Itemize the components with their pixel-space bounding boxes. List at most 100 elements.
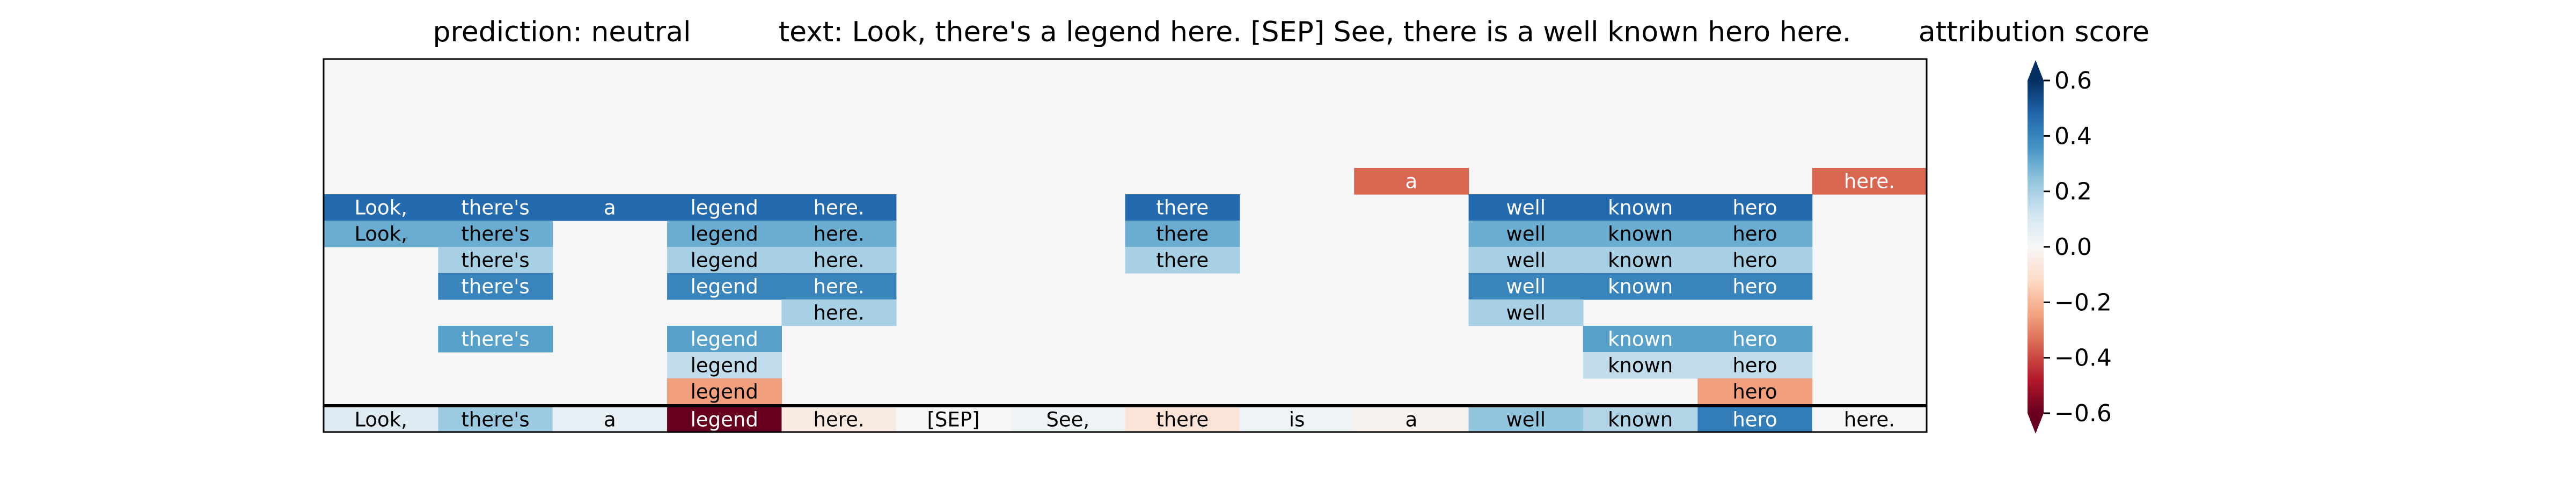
attribution-label: Look, bbox=[354, 223, 407, 246]
attribution-cell bbox=[667, 194, 782, 221]
attribution-label: here. bbox=[814, 249, 865, 272]
attribution-cell bbox=[1468, 299, 1584, 326]
token-label: here. bbox=[814, 408, 865, 431]
attribution-cell bbox=[438, 221, 553, 247]
attribution-cell bbox=[1583, 273, 1698, 300]
attribution-cell bbox=[1697, 194, 1813, 221]
attribution-cell bbox=[667, 326, 782, 353]
attribution-label: there's bbox=[461, 223, 529, 246]
attribution-label: here. bbox=[1844, 170, 1895, 193]
attribution-cell bbox=[1583, 221, 1698, 247]
token-label: here. bbox=[1844, 408, 1895, 431]
attribution-label: known bbox=[1608, 328, 1673, 351]
prediction-label: prediction: neutral bbox=[433, 16, 691, 48]
attribution-cell bbox=[1812, 168, 1927, 195]
attribution-cell bbox=[438, 194, 553, 221]
attribution-label: hero bbox=[1732, 328, 1777, 351]
colorbar-tick-label: 0.4 bbox=[2054, 122, 2092, 150]
attribution-label: hero bbox=[1732, 275, 1777, 298]
attribution-label: legend bbox=[691, 380, 758, 404]
attribution-cell bbox=[781, 221, 897, 247]
attribution-cell bbox=[324, 221, 438, 247]
token-cell bbox=[324, 406, 438, 433]
token-label: is bbox=[1289, 408, 1305, 431]
token-label: a bbox=[1406, 408, 1418, 431]
attribution-label: known bbox=[1608, 196, 1673, 219]
colorbar-extend-max bbox=[2028, 60, 2044, 80]
colorbar-tick-label: 0.6 bbox=[2054, 67, 2092, 94]
attribution-label: well bbox=[1506, 275, 1546, 298]
attribution-cell bbox=[1697, 352, 1813, 379]
token-cell bbox=[781, 406, 897, 433]
attribution-cell bbox=[1583, 194, 1698, 221]
attribution-cell bbox=[1697, 273, 1813, 300]
token-cell bbox=[438, 406, 553, 433]
attribution-cell bbox=[1468, 221, 1584, 247]
attribution-label: known bbox=[1608, 354, 1673, 377]
token-cell bbox=[1812, 406, 1927, 433]
colorbar: 0.6 0.4 0.2 0.0 −0.2 −0.4 −0.6 bbox=[2028, 60, 2112, 434]
token-cell bbox=[1239, 406, 1355, 433]
attribution-cell bbox=[1125, 221, 1240, 247]
token-label: Look, bbox=[354, 408, 407, 431]
attribution-cell bbox=[1468, 273, 1584, 300]
token-label: well bbox=[1506, 408, 1546, 431]
attribution-label: a bbox=[1406, 170, 1418, 193]
input-text-label: text: Look, there's a legend here. [SEP]… bbox=[779, 16, 1851, 48]
attribution-label: legend bbox=[691, 223, 758, 246]
colorbar-title: attribution score bbox=[1919, 16, 2149, 48]
attribution-label: well bbox=[1506, 249, 1546, 272]
attribution-label: known bbox=[1608, 249, 1673, 272]
token-cell bbox=[1125, 406, 1240, 433]
attribution-cell bbox=[1697, 247, 1813, 274]
token-label: hero bbox=[1732, 408, 1777, 431]
attribution-label: there bbox=[1156, 223, 1209, 246]
colorbar-extend-min bbox=[2028, 413, 2044, 434]
plot-frame bbox=[323, 58, 1928, 433]
attribution-cell bbox=[781, 194, 897, 221]
attribution-cell bbox=[667, 221, 782, 247]
token-cell bbox=[896, 406, 1011, 433]
token-cell bbox=[552, 406, 668, 433]
attribution-cell bbox=[1125, 194, 1240, 221]
colorbar-tick-label: −0.6 bbox=[2054, 400, 2112, 427]
token-cell bbox=[1011, 406, 1126, 433]
attribution-cell bbox=[1697, 326, 1813, 353]
attribution-cell bbox=[1125, 247, 1240, 274]
attribution-cell bbox=[438, 273, 553, 300]
heatmap-cells: a here. Look, there's a legend here. there well k… bbox=[324, 168, 1927, 433]
token-cell bbox=[1468, 406, 1584, 433]
colorbar-tick-label: 0.2 bbox=[2054, 178, 2092, 206]
token-label: See, bbox=[1046, 408, 1089, 431]
token-label: there's bbox=[461, 408, 529, 431]
attribution-label: there's bbox=[461, 249, 529, 272]
token-label: there bbox=[1156, 408, 1209, 431]
attribution-label: legend bbox=[691, 354, 758, 377]
colorbar-tick-label: −0.2 bbox=[2054, 289, 2112, 316]
attribution-cell bbox=[781, 299, 897, 326]
attribution-label: hero bbox=[1732, 223, 1777, 246]
token-cell bbox=[1697, 406, 1813, 433]
attribution-label: here. bbox=[814, 196, 865, 219]
attribution-label: hero bbox=[1732, 249, 1777, 272]
attribution-cell bbox=[667, 352, 782, 379]
colorbar-tick-label: −0.4 bbox=[2054, 345, 2112, 372]
attribution-cell bbox=[781, 247, 897, 274]
attribution-label: well bbox=[1506, 196, 1546, 219]
attribution-label: well bbox=[1506, 223, 1546, 246]
attribution-cell bbox=[667, 247, 782, 274]
attribution-label: there's bbox=[461, 196, 529, 219]
attribution-label: legend bbox=[691, 275, 758, 298]
colorbar-gradient bbox=[2028, 80, 2044, 413]
attribution-label: there's bbox=[461, 275, 529, 298]
token-cell bbox=[667, 406, 782, 433]
token-cell bbox=[1583, 406, 1698, 433]
colorbar-tick-label: 0.0 bbox=[2054, 233, 2092, 261]
attribution-cell bbox=[781, 273, 897, 300]
attribution-label: hero bbox=[1732, 196, 1777, 219]
attribution-label: there bbox=[1156, 196, 1209, 219]
attribution-cell bbox=[667, 273, 782, 300]
attribution-label: legend bbox=[691, 249, 758, 272]
token-cell bbox=[1354, 406, 1469, 433]
